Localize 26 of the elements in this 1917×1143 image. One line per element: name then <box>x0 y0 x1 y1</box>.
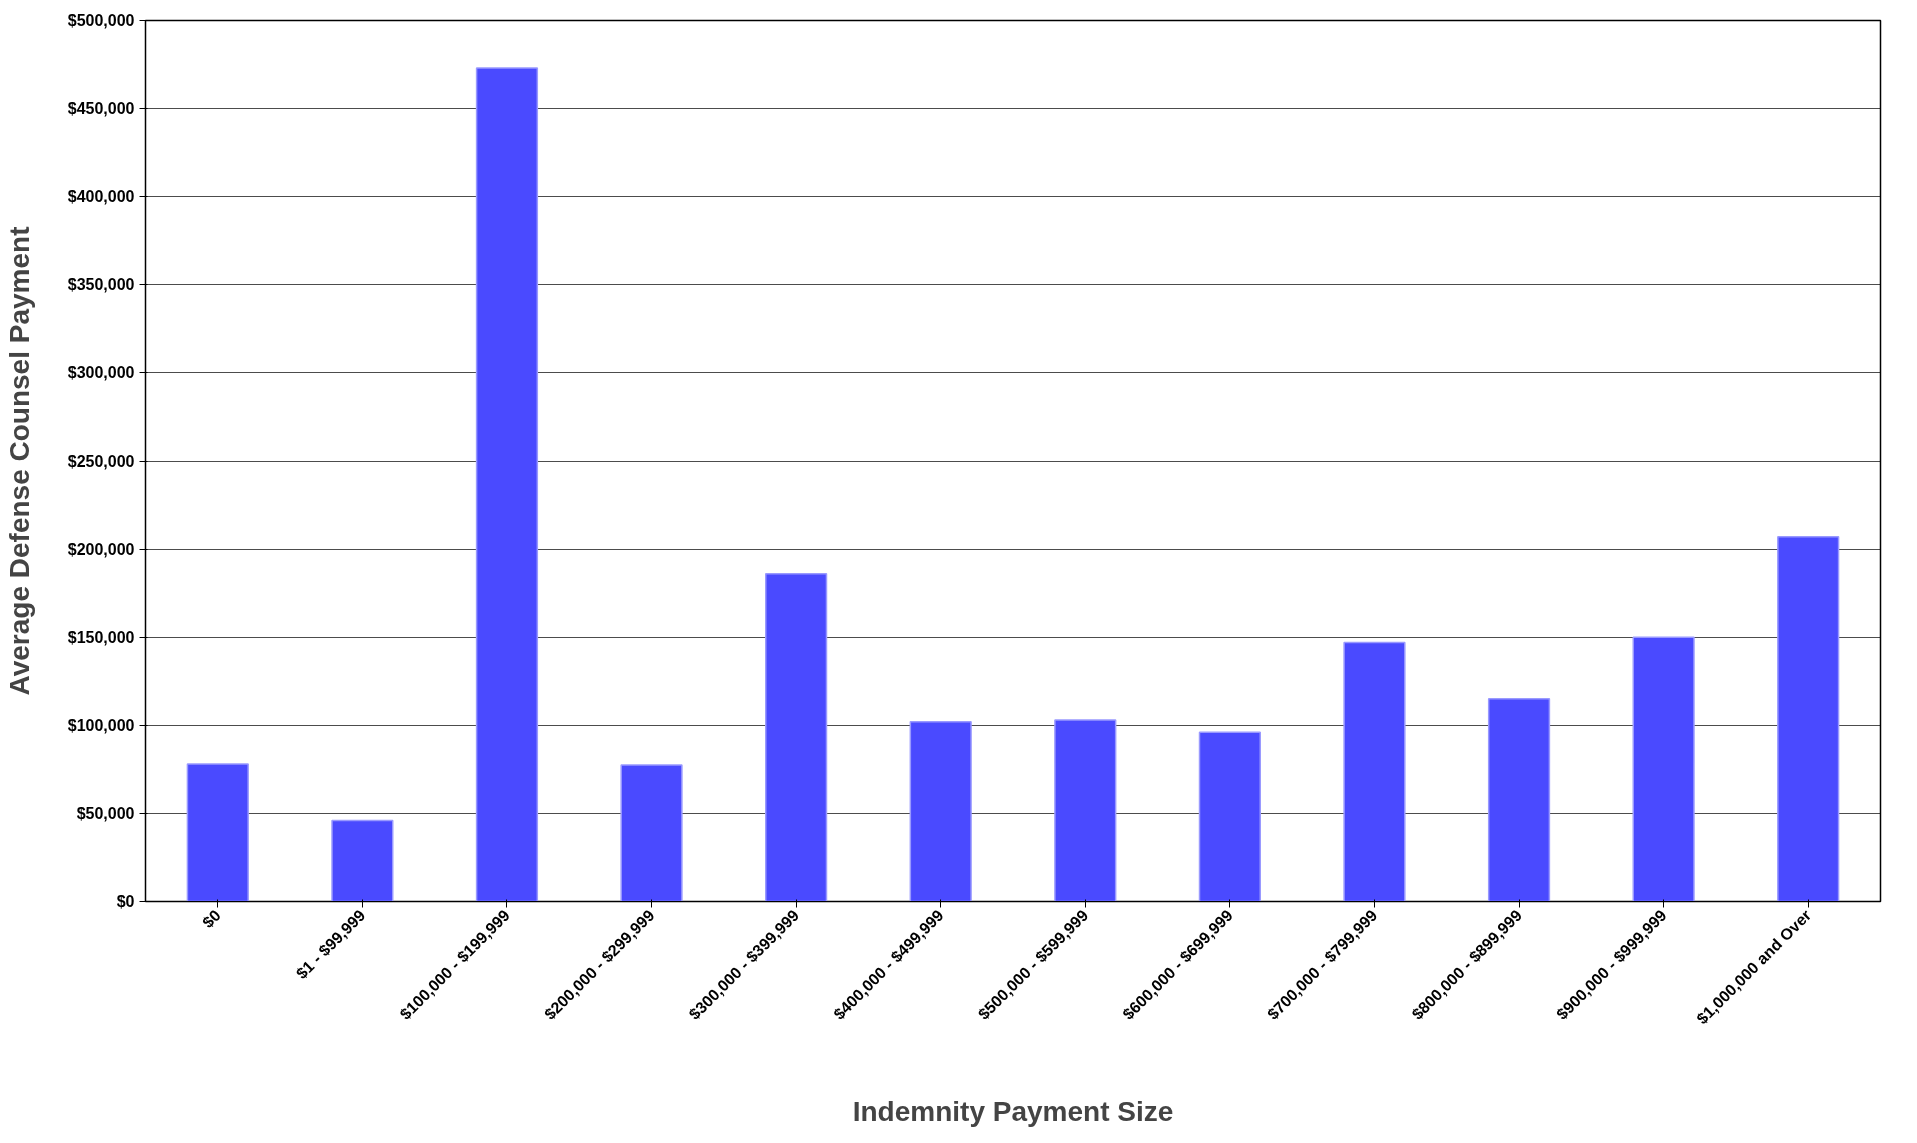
bar <box>909 721 972 902</box>
y-tick-label: $450,000 <box>67 100 135 118</box>
bar <box>1198 731 1261 902</box>
bar <box>620 764 683 902</box>
y-tick-label: $0 <box>116 893 135 910</box>
bar <box>1343 641 1406 902</box>
bar <box>1054 719 1117 902</box>
bar <box>475 67 539 902</box>
bar <box>331 819 394 902</box>
y-tick-label: $50,000 <box>76 804 135 822</box>
y-tick-label: $150,000 <box>67 628 135 646</box>
bar <box>1487 698 1551 902</box>
bar <box>1632 636 1695 902</box>
y-tick-label: $200,000 <box>67 540 135 558</box>
y-axis-title: Average Defense Counsel Payment <box>3 226 35 696</box>
bar <box>1777 536 1840 902</box>
y-tick-label: $500,000 <box>67 12 135 29</box>
y-tick-label: $400,000 <box>67 188 135 206</box>
bar <box>186 763 249 902</box>
y-tick-label: $300,000 <box>67 364 135 382</box>
bar <box>765 573 828 902</box>
y-tick-label: $250,000 <box>67 452 135 470</box>
y-tick-label: $350,000 <box>67 276 135 294</box>
y-tick-label: $100,000 <box>67 716 135 734</box>
x-tick-label: $0 <box>199 906 224 932</box>
x-axis-title: Indemnity Payment Size <box>852 1096 1174 1128</box>
